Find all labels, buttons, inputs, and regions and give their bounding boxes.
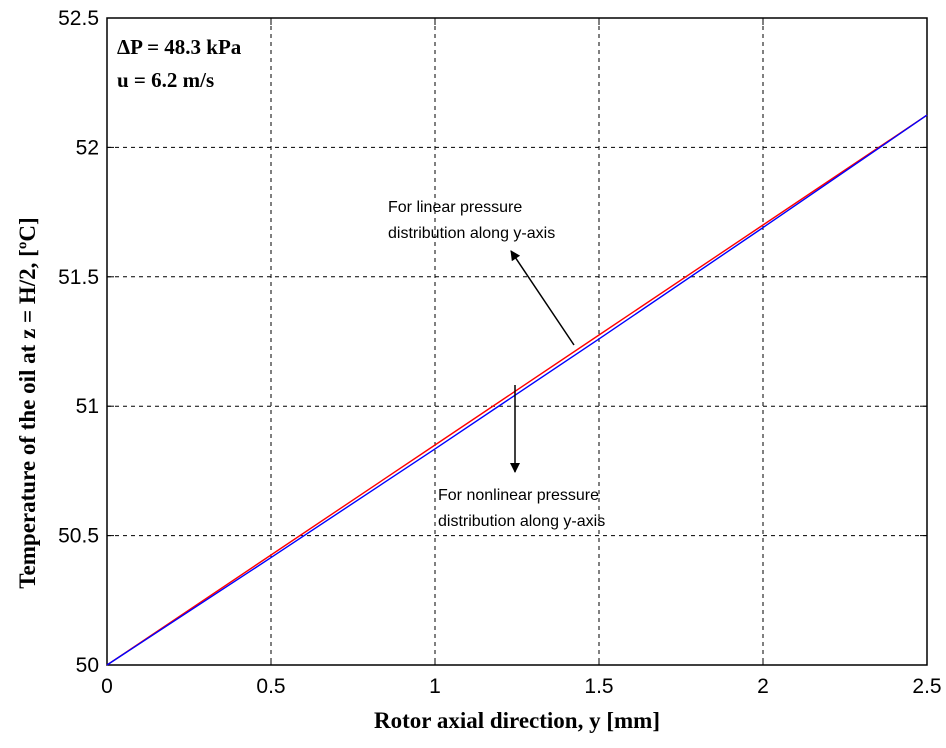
x-axis-title: Rotor axial direction, y [mm] <box>374 708 660 733</box>
y-tick-label: 51 <box>76 395 99 418</box>
y-tick-label: 52.5 <box>58 7 99 30</box>
plot-frame <box>106 17 928 666</box>
velocity-label: u = 6.2 m/s <box>117 68 214 92</box>
x-tick-label: 0 <box>101 675 113 698</box>
linear-annotation-arrow <box>510 250 575 346</box>
y-tick-labels: 50 50.5 51 51.5 52 52.5 <box>58 7 99 677</box>
grid-lines <box>106 17 928 666</box>
series-layer <box>106 114 928 666</box>
y-tick-label: 50 <box>76 654 99 677</box>
nonlinear-annotation-line-1: For nonlinear pressure <box>438 487 599 504</box>
x-tick-label: 2.5 <box>912 675 941 698</box>
y-tick-label: 52 <box>76 136 99 159</box>
x-tick-label: 0.5 <box>256 675 285 698</box>
linear-annotation-line-1: For linear pressure <box>388 199 522 216</box>
x-tick-label: 1 <box>429 675 441 698</box>
y-tick-label: 50.5 <box>58 525 99 548</box>
y-axis-title: Temperature of the oil at z = H/2, [ºC] <box>15 217 40 588</box>
nonlinear-annotation-line-2: distribution along y-axis <box>438 513 605 530</box>
y-tick-label: 51.5 <box>58 266 99 289</box>
linear-annotation-line-2: distribution along y-axis <box>388 225 555 242</box>
x-tick-labels: 0 0.5 1 1.5 2 2.5 <box>101 675 941 698</box>
x-tick-label: 1.5 <box>584 675 613 698</box>
linear-pressure-line <box>106 114 928 666</box>
nonlinear-pressure-line <box>106 114 928 666</box>
delta-p-label: ΔP = 48.3 kPa <box>117 35 242 59</box>
x-tick-label: 2 <box>757 675 769 698</box>
